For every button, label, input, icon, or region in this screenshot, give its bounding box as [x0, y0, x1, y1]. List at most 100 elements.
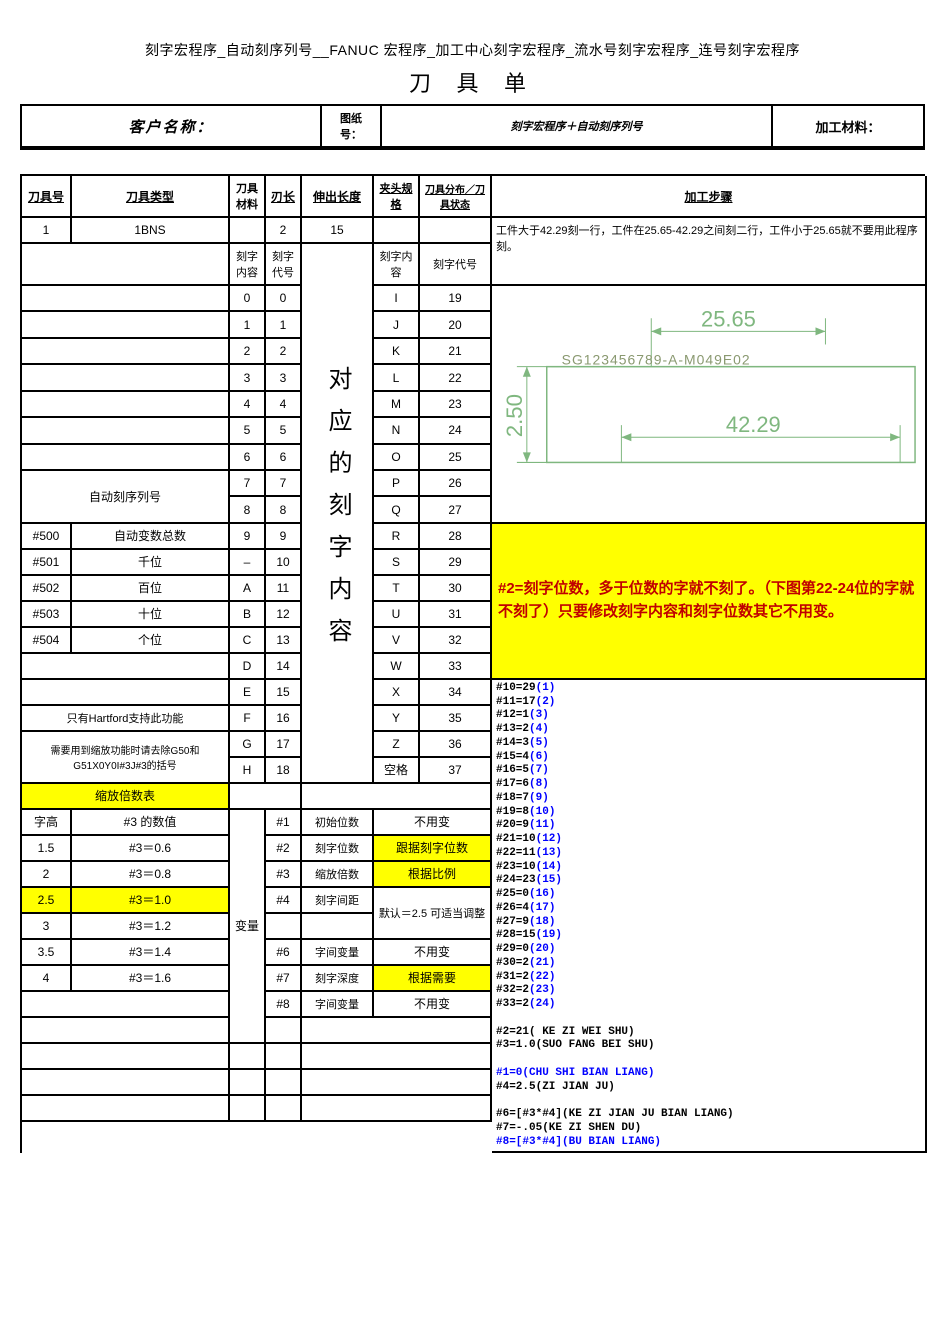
- cr-0-n: 0: [266, 286, 302, 312]
- tool-mat: [230, 218, 266, 244]
- cr-12-d: U: [374, 602, 420, 628]
- cr-3-m: 22: [420, 365, 492, 391]
- drawing-no-label: 图纸号：: [322, 106, 382, 148]
- cr-11-c: A: [230, 576, 266, 602]
- left-blank-3: [22, 365, 230, 391]
- cr-12-n: 12: [266, 602, 302, 628]
- dim-left: 2.50: [502, 394, 527, 437]
- cr-7-n: 7: [266, 471, 302, 497]
- left-auto-seq: 自动刻序列号: [22, 471, 230, 524]
- tr-0d: [302, 1018, 492, 1044]
- cr-18-n: 18: [266, 758, 302, 784]
- hd-tool-no: 刀具号: [22, 176, 72, 218]
- yellow-note: #2=刻字位数，多于位数的字就不刻了。（下图第22-24位的字就不刻了）只要修改…: [492, 524, 927, 680]
- cr-14-m: 33: [420, 654, 492, 680]
- z-5-a: 4: [22, 966, 72, 992]
- blank-a: [22, 244, 230, 286]
- r500-b: 自动变数总数: [72, 524, 230, 550]
- cr-9-m: 28: [420, 524, 492, 550]
- r503-a: #503: [22, 602, 72, 628]
- left-blank-0: [22, 286, 230, 312]
- cr-18-d: 空格: [374, 758, 420, 784]
- tr-3d: [302, 1096, 492, 1122]
- z-4-b: #3＝1.4: [72, 940, 230, 966]
- v-0-a: #1: [266, 810, 302, 836]
- sample-text: SG123456789-A-M049E02: [562, 352, 751, 368]
- code-block: #10=29(1) #11=17(2) #12=1(3) #13=2(4) #1…: [492, 680, 927, 1154]
- v-6-b: 刻字深度: [302, 966, 374, 992]
- dim-top: 25.65: [701, 306, 756, 331]
- cr-18-c: H: [230, 758, 266, 784]
- hd-tool-type: 刀具类型: [72, 176, 230, 218]
- col-label-d: 刻字代号: [420, 244, 492, 286]
- v-3-a: #4: [266, 888, 302, 914]
- z-4-a: 3.5: [22, 940, 72, 966]
- tr-2b: [230, 1070, 266, 1096]
- cr-7-d: P: [374, 471, 420, 497]
- cr-6-c: 6: [230, 445, 266, 471]
- cr-1-d: J: [374, 312, 420, 338]
- cr-14-d: W: [374, 654, 420, 680]
- tr-0a: [22, 1018, 230, 1044]
- hd-extend: 伸出长度: [302, 176, 374, 218]
- cr-14-n: 14: [266, 654, 302, 680]
- cr-7-m: 26: [420, 471, 492, 497]
- z-5-b: #3＝1.6: [72, 966, 230, 992]
- cr-16-m: 35: [420, 706, 492, 732]
- cr-11-m: 30: [420, 576, 492, 602]
- left-blank-15: [22, 680, 230, 706]
- tool-no: 1: [22, 218, 72, 244]
- tr-2c: [266, 1070, 302, 1096]
- v-7-b: 字间变量: [302, 992, 374, 1018]
- v-4-a: [266, 914, 302, 940]
- r503-b: 十位: [72, 602, 230, 628]
- v-6-a: #7: [266, 966, 302, 992]
- vertical-label: 对应的刻字内容: [302, 244, 374, 784]
- z-1-a: 2: [22, 862, 72, 888]
- cr-3-c: 3: [230, 365, 266, 391]
- tool-type: 1BNS: [72, 218, 230, 244]
- hd-steps: 加工步骤: [492, 176, 927, 218]
- cr-3-d: L: [374, 365, 420, 391]
- cr-7-c: 7: [230, 471, 266, 497]
- cr-10-c: –: [230, 550, 266, 576]
- cr-16-n: 16: [266, 706, 302, 732]
- z-2-a: 2.5: [22, 888, 72, 914]
- cr-15-c: E: [230, 680, 266, 706]
- cr-10-m: 29: [420, 550, 492, 576]
- v-2-b: 缩放倍数: [302, 862, 374, 888]
- z-blank-end: [22, 992, 230, 1018]
- v-4-b: [302, 914, 374, 940]
- tool-clamp: [374, 218, 420, 244]
- cr-5-m: 24: [420, 418, 492, 444]
- v-0-c: 不用变: [374, 810, 492, 836]
- cr-17-d: Z: [374, 732, 420, 758]
- cr-3-n: 3: [266, 365, 302, 391]
- cr-13-c: C: [230, 628, 266, 654]
- left-blank-14: [22, 654, 230, 680]
- v-0-b: 初始位数: [302, 810, 374, 836]
- zoom-h2: #3 的数值: [72, 810, 230, 836]
- z-0-b: #3＝0.6: [72, 836, 230, 862]
- tr-2a: [22, 1070, 230, 1096]
- r501-b: 千位: [72, 550, 230, 576]
- cr-0-c: 0: [230, 286, 266, 312]
- cr-11-d: T: [374, 576, 420, 602]
- cr-8-d: Q: [374, 497, 420, 523]
- tr-3c: [266, 1096, 302, 1122]
- g50-note: 需要用到缩放功能时请去除G50和G51X0Y0I#3J#3的括号: [22, 732, 230, 784]
- blank-zt1: [230, 784, 302, 810]
- cr-17-n: 17: [266, 732, 302, 758]
- col-label-a: 刻字内容: [230, 244, 266, 286]
- r504-b: 个位: [72, 628, 230, 654]
- left-blank-1: [22, 312, 230, 338]
- cr-9-n: 9: [266, 524, 302, 550]
- z-0-a: 1.5: [22, 836, 72, 862]
- cr-12-c: B: [230, 602, 266, 628]
- r500-a: #500: [22, 524, 72, 550]
- tr-3a: [22, 1096, 230, 1122]
- z-3-b: #3＝1.2: [72, 914, 230, 940]
- tool-ext: 15: [302, 218, 374, 244]
- v-6-c: 根据需要: [374, 966, 492, 992]
- cr-17-m: 36: [420, 732, 492, 758]
